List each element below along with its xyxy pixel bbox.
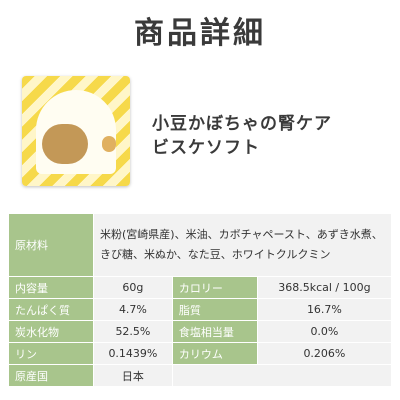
row-label: 食塩相当量 — [171, 320, 258, 343]
row-label: カロリー — [171, 276, 258, 299]
row-value: 60g — [93, 276, 173, 299]
row-value: 0.206% — [256, 342, 393, 365]
package-dog-icon — [102, 136, 116, 152]
package-window — [42, 124, 88, 164]
table-row: 炭水化物 52.5% 食塩相当量 0.0% — [8, 320, 393, 343]
ingredients-row: 原材料 米粉(宮崎県産)、米油、カボチャペースト、あずき水煮、 きび糖、米ぬか、… — [8, 213, 392, 277]
row-value: 0.0% — [256, 320, 393, 343]
table-row: たんぱく質 4.7% 脂質 16.7% — [8, 298, 393, 321]
ingredients-label: 原材料 — [8, 213, 94, 277]
row-label: 炭水化物 — [8, 320, 94, 343]
origin-value: 日本 — [93, 364, 173, 387]
origin-row: 原産国 日本 — [8, 364, 393, 387]
origin-label: 原産国 — [8, 364, 94, 387]
table-row: リン 0.1439% カリウム 0.206% — [8, 342, 393, 365]
product-name-line2: ビスケソフト — [152, 138, 260, 158]
row-value: 368.5kcal / 100g — [256, 276, 393, 299]
row-label: たんぱく質 — [8, 298, 94, 321]
row-value: 16.7% — [256, 298, 393, 321]
table-row: 内容量 60g カロリー 368.5kcal / 100g — [8, 276, 393, 299]
details-table: 原材料 米粉(宮崎県産)、米油、カボチャペースト、あずき水煮、 きび糖、米ぬか、… — [8, 213, 393, 387]
product-image — [22, 76, 130, 186]
ingredients-line2: きび糖、米ぬか、なた豆、ホワイトクルクミン — [100, 248, 331, 261]
row-label: リン — [8, 342, 94, 365]
row-label: カリウム — [171, 342, 258, 365]
page-title: 商品詳細 — [134, 16, 266, 51]
empty-cell — [171, 364, 393, 387]
row-label: 脂質 — [171, 298, 258, 321]
row-value: 4.7% — [93, 298, 173, 321]
row-value: 52.5% — [93, 320, 173, 343]
ingredients-value: 米粉(宮崎県産)、米油、カボチャペースト、あずき水煮、 きび糖、米ぬか、なた豆、… — [93, 213, 392, 277]
row-label: 内容量 — [8, 276, 94, 299]
ingredients-line1: 米粉(宮崎県産)、米油、カボチャペースト、あずき水煮、 — [100, 228, 383, 241]
product-name: 小豆かぼちゃの腎ケア ビスケソフト — [152, 112, 392, 160]
row-value: 0.1439% — [93, 342, 173, 365]
product-name-line1: 小豆かぼちゃの腎ケア — [152, 114, 332, 134]
